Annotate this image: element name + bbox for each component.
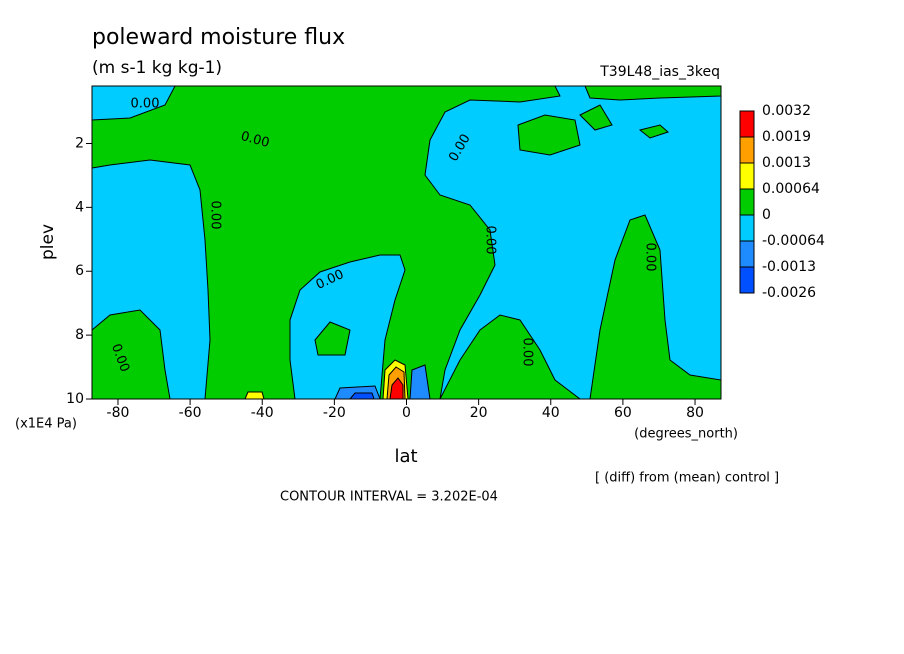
region [348, 392, 375, 400]
contour-field [91, 85, 722, 400]
colorbar-label: 0 [762, 207, 771, 223]
region [439, 314, 582, 400]
colorbar-box [739, 136, 755, 164]
contour-label: 0.00 [483, 226, 498, 255]
contour-label: 0.00 [239, 129, 271, 151]
x-axis-label: lat [394, 446, 417, 467]
x-tick-label: -20 [323, 405, 346, 421]
colorbar-label: 0.00064 [762, 181, 820, 197]
contour-label: 0.00 [643, 243, 658, 272]
colorbar-box [739, 188, 755, 216]
colorbar-label: 0.0032 [762, 103, 811, 119]
colorbar-label: 0.0019 [762, 129, 811, 145]
region [244, 391, 265, 400]
note: [ (diff) from (mean) control ] [595, 471, 779, 486]
colorbar-label: -0.0013 [762, 259, 816, 275]
y-tick-label: 4 [75, 199, 84, 215]
y-axis-label: plev [38, 224, 58, 260]
x-units: (degrees_north) [634, 427, 738, 442]
y-tick-label: 2 [75, 135, 84, 151]
x-tick-label: -80 [107, 405, 130, 421]
x-tick-label: 80 [686, 405, 704, 421]
region [579, 104, 613, 131]
chart-title: poleward moisture flux [92, 25, 345, 50]
x-tick-label: 20 [470, 405, 488, 421]
contour-label: 0.00 [208, 201, 223, 230]
x-tick-label: -40 [251, 405, 274, 421]
contour-interval: CONTOUR INTERVAL = 3.202E-04 [280, 490, 498, 505]
colorbar-label: 0.0013 [762, 155, 811, 171]
colorbar-label: -0.00064 [762, 233, 825, 249]
contour-label: 0.00 [520, 338, 535, 367]
colorbar-box [739, 214, 755, 242]
colorbar-box [739, 240, 755, 268]
contour-label: 0.00 [131, 97, 160, 112]
y-tick-label: 8 [75, 327, 84, 343]
colorbar-box [739, 110, 755, 138]
colorbar-label: -0.0026 [762, 285, 816, 301]
region [91, 85, 561, 400]
x-tick-label: -60 [179, 405, 202, 421]
region [314, 321, 351, 356]
x-tick-label: 60 [614, 405, 632, 421]
x-tick-label: 40 [542, 405, 560, 421]
region [517, 114, 581, 156]
units: (m s-1 kg kg-1) [92, 58, 222, 78]
x-tick-label: 0 [402, 405, 411, 421]
region [638, 124, 669, 139]
dataset: T39L48_ias_3keq [599, 64, 720, 80]
colorbar-box [739, 266, 755, 294]
colorbar-box [739, 162, 755, 190]
y-tick-label: 10 [66, 391, 84, 407]
y-tick-label: 6 [75, 263, 84, 279]
y-units: (x1E4 Pa) [15, 417, 77, 432]
